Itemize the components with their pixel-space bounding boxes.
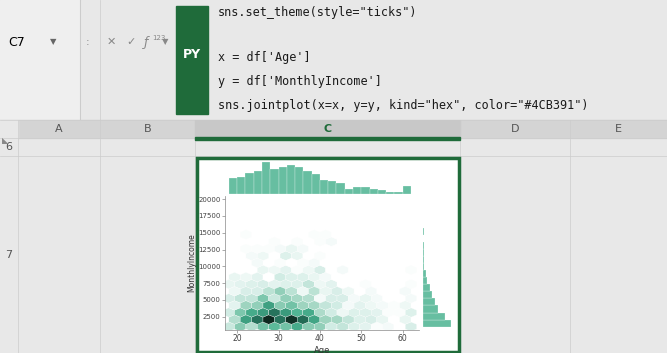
Bar bbox=[176, 6, 208, 114]
Text: ▼: ▼ bbox=[162, 37, 169, 47]
Bar bbox=[370, 190, 378, 194]
Bar bbox=[229, 178, 237, 194]
Bar bbox=[0, 0, 80, 120]
Text: 7: 7 bbox=[5, 250, 13, 259]
Bar bbox=[353, 187, 362, 194]
Bar bbox=[195, 137, 460, 140]
Bar bbox=[423, 291, 432, 298]
Bar bbox=[378, 190, 386, 194]
Text: ▼: ▼ bbox=[50, 37, 57, 47]
Bar bbox=[403, 186, 411, 194]
Bar bbox=[295, 167, 303, 194]
Text: ƒ: ƒ bbox=[144, 36, 148, 48]
Text: sns.set_theme(style="ticks"): sns.set_theme(style="ticks") bbox=[218, 6, 418, 18]
Bar bbox=[423, 249, 424, 256]
Text: PY: PY bbox=[183, 48, 201, 60]
Text: C7: C7 bbox=[8, 36, 25, 48]
Bar bbox=[262, 162, 270, 194]
Bar bbox=[423, 270, 426, 277]
Bar bbox=[423, 305, 438, 312]
Text: E: E bbox=[615, 124, 622, 134]
Bar bbox=[336, 183, 345, 194]
Bar bbox=[237, 178, 245, 194]
Bar bbox=[303, 171, 311, 194]
Y-axis label: MonthlyIncome: MonthlyIncome bbox=[187, 234, 197, 292]
X-axis label: Age: Age bbox=[313, 346, 330, 353]
Bar bbox=[279, 167, 287, 194]
Text: 123: 123 bbox=[152, 35, 165, 41]
Bar bbox=[287, 164, 295, 194]
Bar bbox=[423, 312, 446, 319]
Bar bbox=[311, 174, 320, 194]
Text: A: A bbox=[55, 124, 63, 134]
Text: 6: 6 bbox=[5, 142, 13, 152]
Text: ◣: ◣ bbox=[2, 136, 9, 145]
Bar bbox=[270, 169, 279, 194]
Bar bbox=[320, 180, 328, 194]
Bar bbox=[423, 319, 452, 327]
Bar bbox=[423, 284, 430, 291]
Text: D: D bbox=[511, 124, 519, 134]
Bar bbox=[394, 192, 403, 194]
Bar bbox=[0, 120, 667, 138]
Bar bbox=[0, 120, 18, 353]
Bar bbox=[423, 277, 428, 284]
Bar bbox=[386, 192, 394, 194]
Bar bbox=[245, 173, 253, 194]
Text: x = df['Age']: x = df['Age'] bbox=[218, 51, 311, 64]
Bar bbox=[197, 157, 458, 352]
Bar bbox=[345, 189, 353, 194]
Bar bbox=[195, 120, 460, 138]
Text: C: C bbox=[323, 124, 331, 134]
Bar bbox=[423, 227, 424, 235]
Bar bbox=[423, 256, 424, 263]
Text: :: : bbox=[86, 37, 89, 47]
Text: ✕: ✕ bbox=[107, 37, 116, 47]
Bar bbox=[423, 298, 435, 305]
Bar bbox=[423, 242, 424, 249]
Bar bbox=[328, 181, 336, 194]
Text: sns.jointplot(x=x, y=y, kind="hex", color="#4CB391"): sns.jointplot(x=x, y=y, kind="hex", colo… bbox=[218, 99, 588, 112]
Text: B: B bbox=[143, 124, 151, 134]
Text: ✓: ✓ bbox=[126, 37, 135, 47]
Bar bbox=[362, 187, 370, 194]
Text: y = df['MonthlyIncome']: y = df['MonthlyIncome'] bbox=[218, 75, 382, 88]
Bar bbox=[253, 171, 262, 194]
Bar bbox=[423, 263, 424, 270]
